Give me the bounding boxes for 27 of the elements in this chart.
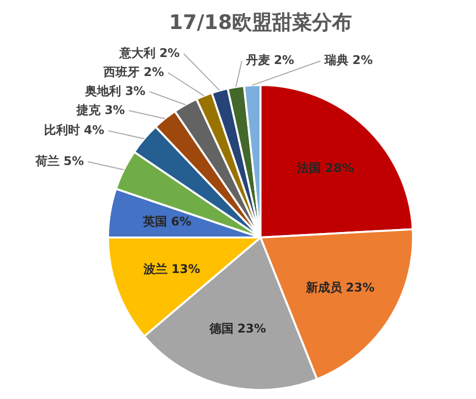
slice-label: 捷克 [76,102,102,117]
slice-label: 西班牙 [102,64,140,79]
slice-label: 奥地利 [84,84,122,98]
data-label: 5% [64,154,84,168]
data-label: 2% [144,64,164,79]
data-label: 23% [237,321,266,336]
data-label: 4% [84,122,104,137]
data-label: 13% [171,262,200,276]
slice-label: 意大利 [118,46,156,60]
data-label: 2% [352,53,373,68]
slice-label: 波兰 [142,262,168,276]
data-label: 3% [125,84,146,98]
data-label: 2% [159,46,180,60]
slice-label: 丹麦 [244,53,270,68]
slice-label: 瑞典 [323,53,348,68]
slice-label: 德国 [208,321,234,336]
slice-label: 英国 [142,214,168,228]
slice-label: 新成员 [304,280,343,295]
data-label: 2% [274,53,294,68]
data-label: 28% [325,160,354,175]
data-label: 3% [104,102,125,117]
slice-label: 法国 [296,160,322,175]
slice-label: 比利时 [44,122,80,137]
slice-label: 荷兰 [34,154,60,168]
data-label: 23% [346,280,375,295]
data-label: 6% [171,214,192,228]
chart-title: 17/18欧盟甜菜分布 [169,10,352,34]
